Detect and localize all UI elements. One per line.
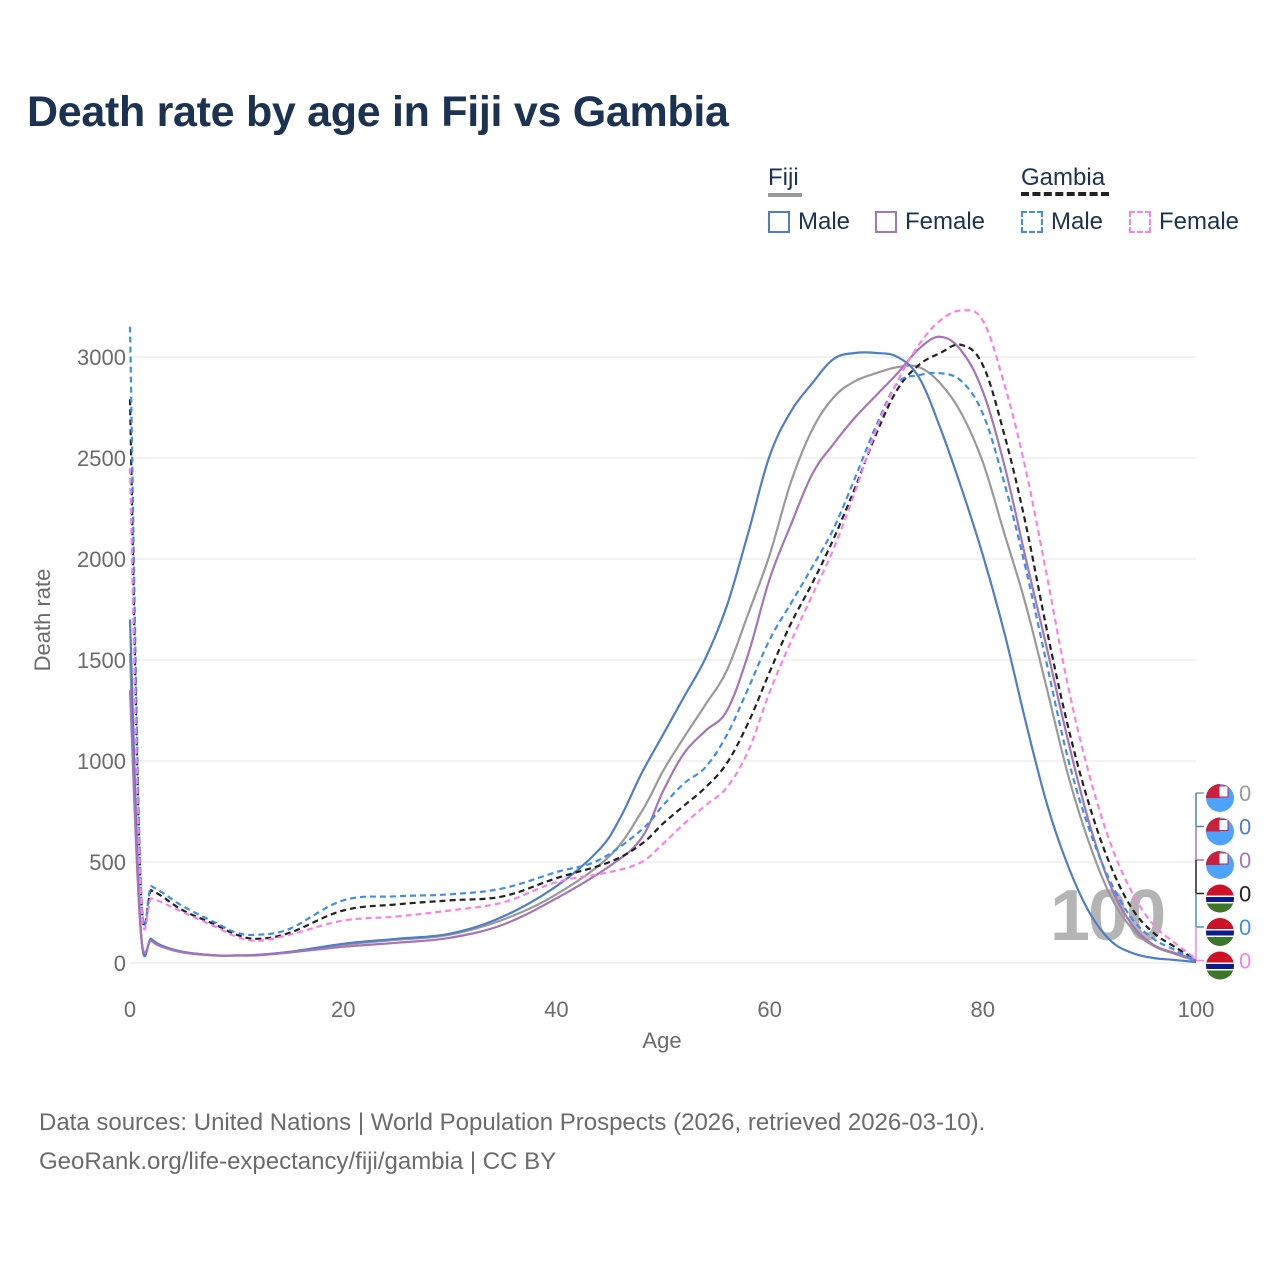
legend-item-gambia-male[interactable]: Male — [1021, 208, 1103, 236]
legend-swatch-fiji-female — [875, 211, 897, 233]
x-axis-label: Age — [642, 1028, 681, 1053]
legend-swatch-gambia-male — [1021, 211, 1043, 233]
series-line-gambia-total — [128, 343, 1197, 961]
x-tick-label: 80 — [971, 997, 995, 1022]
flag-icon-gambia — [1206, 951, 1234, 980]
legend-label-fiji-male: Male — [798, 208, 851, 235]
legend-item-gambia-female[interactable]: Female — [1129, 208, 1239, 236]
legend-item-fiji-female[interactable]: Female — [875, 208, 985, 236]
footer-sources: Data sources: United Nations | World Pop… — [39, 1109, 986, 1136]
legend-group-gambia-line — [1021, 192, 1109, 196]
axes: 0 500 1000 1500 2000 2500 3000 0 20 40 60 80 100 Age D… — [30, 345, 1214, 1053]
series-lines — [128, 309, 1197, 964]
x-tick-label: 20 — [331, 997, 355, 1022]
legend-label-gambia-female: Female — [1159, 208, 1240, 235]
flag-icon-fiji — [1206, 784, 1234, 812]
legend-label-gambia-male: Male — [1051, 208, 1104, 235]
end-label-value: 0 — [1239, 882, 1251, 907]
y-tick-label: 500 — [89, 850, 126, 875]
flag-icon-fiji — [1206, 851, 1234, 879]
x-tick-label: 0 — [124, 997, 136, 1022]
flag-icon-gambia — [1206, 918, 1234, 946]
legend-swatch-gambia-female — [1129, 211, 1151, 233]
end-label-value: 0 — [1239, 949, 1251, 974]
y-tick-label: 2000 — [77, 547, 126, 572]
chart-title: Death rate by age in Fiji vs Gambia — [27, 88, 729, 136]
end-labels: 0 0 0 0 0 0 — [1195, 781, 1251, 980]
series-line-gambia-male — [128, 326, 1197, 962]
y-tick-label: 2500 — [77, 446, 126, 471]
flag-icon-fiji — [1206, 817, 1234, 846]
series-line-fiji-male — [128, 351, 1197, 964]
legend-label-fiji-female: Female — [905, 208, 986, 235]
end-label-value: 0 — [1239, 848, 1251, 873]
x-tick-label: 40 — [544, 997, 568, 1022]
legend-group-fiji-title: Fiji — [768, 164, 799, 191]
legend-group-fiji-line — [768, 193, 802, 197]
x-tick-label: 60 — [757, 997, 781, 1022]
y-tick-label: 3000 — [77, 345, 126, 370]
y-tick-label: 1500 — [77, 648, 126, 673]
y-tick-label: 0 — [114, 951, 126, 976]
series-line-fiji-female — [128, 335, 1197, 962]
series-line-fiji-total — [128, 364, 1197, 963]
y-tick-label: 1000 — [77, 749, 126, 774]
footer-attribution[interactable]: GeoRank.org/life-expectancy/fiji/gambia … — [39, 1148, 557, 1175]
y-axis-label: Death rate — [30, 569, 55, 672]
legend-item-fiji-male[interactable]: Male — [768, 208, 850, 236]
end-label-value: 0 — [1239, 815, 1251, 840]
series-line-gambia-female — [128, 309, 1197, 960]
legend-group-gambia-title: Gambia — [1021, 164, 1106, 191]
end-label-value: 0 — [1239, 781, 1251, 806]
grid-lines — [130, 356, 1196, 964]
legend-swatch-fiji-male — [768, 211, 790, 233]
flag-icon-gambia — [1206, 884, 1234, 913]
end-label-value: 0 — [1239, 915, 1251, 940]
x-tick-label: 100 — [1178, 997, 1215, 1022]
